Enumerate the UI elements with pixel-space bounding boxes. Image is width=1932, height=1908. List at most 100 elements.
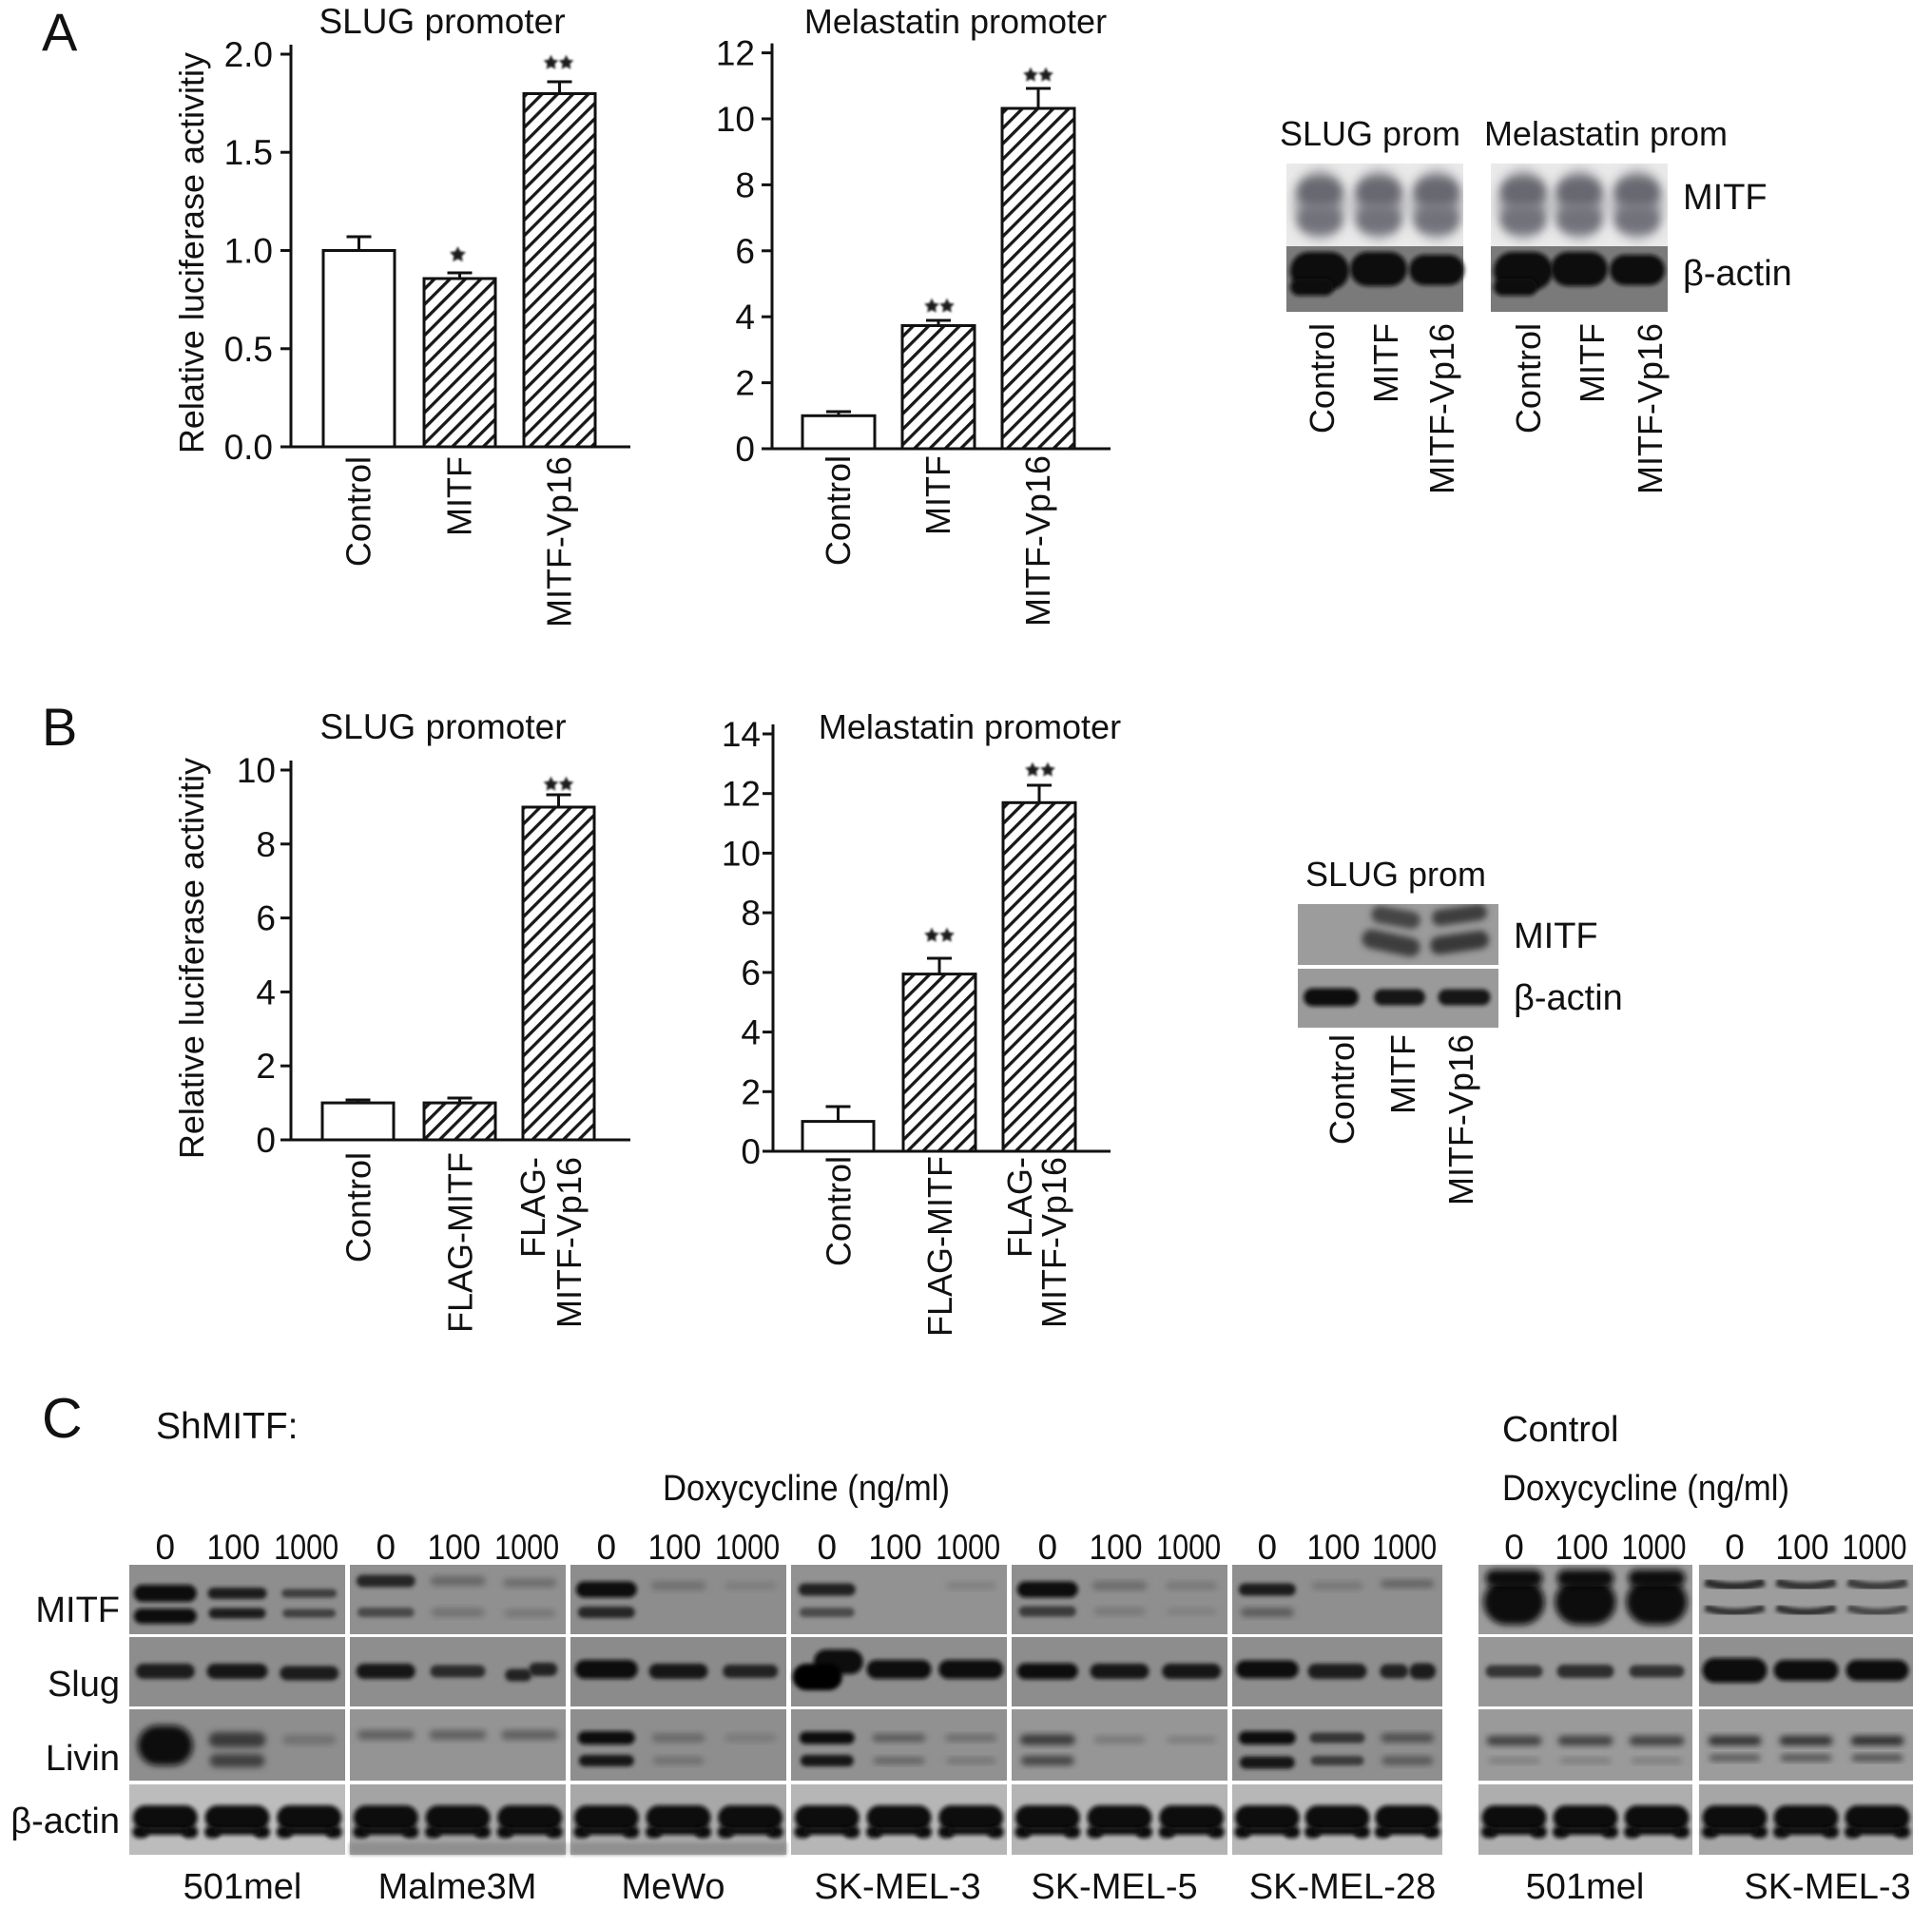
svg-text:0: 0 (1258, 1528, 1278, 1567)
svg-text:0: 0 (1725, 1528, 1745, 1567)
svg-text:Control: Control (1502, 1410, 1619, 1450)
svg-text:0: 0 (741, 1132, 761, 1171)
svg-text:ShMITF:: ShMITF: (156, 1406, 299, 1447)
svg-text:8: 8 (735, 165, 755, 204)
svg-text:Slug: Slug (48, 1665, 120, 1705)
svg-text:β-actin: β-actin (10, 1802, 120, 1841)
svg-text:2: 2 (741, 1072, 761, 1111)
svg-text:501mel: 501mel (1526, 1867, 1645, 1907)
svg-text:FLAG-MITF: FLAG-MITF (920, 1156, 959, 1337)
svg-text:0: 0 (1504, 1528, 1524, 1567)
svg-text:Malme3M: Malme3M (378, 1867, 537, 1907)
svg-text:1000: 1000 (274, 1528, 338, 1567)
svg-text:4: 4 (256, 973, 276, 1012)
svg-text:1.0: 1.0 (224, 232, 273, 271)
svg-text:Doxycycline (ng/ml): Doxycycline (ng/ml) (1502, 1469, 1789, 1509)
svg-text:100: 100 (648, 1528, 702, 1567)
svg-text:100: 100 (869, 1528, 922, 1567)
svg-text:FLAG-: FLAG- (1000, 1157, 1039, 1258)
svg-text:MITF-Vp16: MITF-Vp16 (1422, 323, 1461, 494)
svg-text:MITF: MITF (35, 1590, 120, 1630)
svg-text:MITF-Vp16: MITF-Vp16 (540, 456, 579, 627)
svg-text:0: 0 (735, 430, 755, 469)
svg-text:SK-MEL-3: SK-MEL-3 (1744, 1867, 1910, 1907)
svg-text:0: 0 (256, 1121, 276, 1160)
svg-text:MITF: MITF (1683, 178, 1768, 218)
svg-text:0: 0 (156, 1528, 176, 1567)
svg-text:1000: 1000 (1372, 1528, 1437, 1567)
svg-text:1000: 1000 (1156, 1528, 1221, 1567)
svg-text:8: 8 (256, 825, 276, 864)
svg-text:1000: 1000 (715, 1528, 780, 1567)
svg-text:100: 100 (1090, 1528, 1143, 1567)
svg-text:FLAG-: FLAG- (513, 1157, 552, 1258)
svg-text:MITF: MITF (1366, 323, 1405, 403)
svg-text:10: 10 (722, 834, 761, 873)
svg-text:4: 4 (741, 1013, 761, 1052)
svg-text:Control: Control (339, 456, 378, 567)
svg-text:2: 2 (256, 1047, 276, 1086)
svg-text:β-actin: β-actin (1514, 978, 1623, 1018)
svg-text:MITF: MITF (1383, 1034, 1422, 1114)
svg-text:Melastatin prom: Melastatin prom (1484, 114, 1728, 153)
svg-text:2.0: 2.0 (224, 35, 273, 74)
svg-text:MITF-Vp16: MITF-Vp16 (1034, 1157, 1073, 1328)
svg-text:Control: Control (1303, 323, 1342, 434)
svg-text:Control: Control (1323, 1034, 1362, 1145)
svg-text:10: 10 (716, 100, 755, 139)
svg-text:1000: 1000 (1843, 1528, 1907, 1567)
svg-text:MITF: MITF (1514, 916, 1598, 956)
svg-text:MITF-Vp16: MITF-Vp16 (550, 1157, 589, 1328)
svg-text:Control: Control (819, 455, 858, 566)
svg-text:Control: Control (339, 1152, 378, 1262)
svg-text:100: 100 (207, 1528, 261, 1567)
svg-text:SK-MEL-3: SK-MEL-3 (814, 1867, 980, 1907)
svg-text:SK-MEL-5: SK-MEL-5 (1031, 1867, 1197, 1907)
svg-text:1000: 1000 (494, 1528, 559, 1567)
svg-text:MITF: MITF (1573, 323, 1612, 403)
svg-text:501mel: 501mel (184, 1867, 302, 1907)
svg-text:MITF-Vp16: MITF-Vp16 (1018, 455, 1057, 626)
svg-text:β-actin: β-actin (1683, 254, 1792, 294)
svg-text:Livin: Livin (46, 1739, 120, 1779)
svg-text:MITF-Vp16: MITF-Vp16 (1441, 1034, 1480, 1205)
svg-text:100: 100 (1555, 1528, 1609, 1567)
svg-text:Doxycycline (ng/ml): Doxycycline (ng/ml) (663, 1469, 950, 1509)
svg-text:2: 2 (735, 364, 755, 403)
svg-text:Melastatin promoter: Melastatin promoter (804, 2, 1107, 41)
svg-text:12: 12 (722, 775, 761, 814)
svg-text:1.5: 1.5 (224, 133, 273, 172)
svg-text:MITF-Vp16: MITF-Vp16 (1631, 323, 1670, 494)
svg-text:1000: 1000 (1622, 1528, 1687, 1567)
svg-text:Melastatin promoter: Melastatin promoter (819, 707, 1121, 746)
svg-text:SLUG prom: SLUG prom (1305, 855, 1486, 894)
svg-text:Relative luciferase activitiy: Relative luciferase activitiy (172, 52, 211, 453)
svg-text:Control: Control (820, 1156, 859, 1266)
svg-text:12: 12 (716, 34, 755, 73)
svg-text:100: 100 (1776, 1528, 1829, 1567)
svg-text:0: 0 (1038, 1528, 1058, 1567)
svg-text:8: 8 (741, 894, 761, 933)
svg-text:0: 0 (597, 1528, 617, 1567)
svg-text:A: A (42, 2, 78, 62)
svg-text:SLUG promoter: SLUG promoter (319, 707, 566, 746)
svg-text:SLUG prom: SLUG prom (1280, 114, 1460, 153)
svg-text:14: 14 (722, 715, 761, 754)
svg-text:B: B (42, 697, 77, 757)
svg-text:4: 4 (735, 298, 755, 337)
svg-text:100: 100 (1307, 1528, 1361, 1567)
svg-text:1000: 1000 (936, 1528, 1000, 1567)
svg-text:0: 0 (377, 1528, 396, 1567)
svg-text:10: 10 (237, 751, 276, 790)
svg-text:100: 100 (428, 1528, 481, 1567)
svg-text:6: 6 (735, 232, 755, 271)
svg-text:MITF: MITF (440, 456, 479, 536)
svg-text:FLAG-MITF: FLAG-MITF (441, 1152, 480, 1333)
svg-text:SK-MEL-28: SK-MEL-28 (1249, 1867, 1436, 1907)
svg-text:Relative luciferase activitiy: Relative luciferase activitiy (172, 758, 211, 1159)
svg-text:Control: Control (1509, 323, 1548, 434)
svg-text:0: 0 (818, 1528, 838, 1567)
svg-text:MeWo: MeWo (621, 1867, 724, 1907)
svg-text:6: 6 (741, 954, 761, 993)
svg-text:0.0: 0.0 (224, 428, 273, 467)
